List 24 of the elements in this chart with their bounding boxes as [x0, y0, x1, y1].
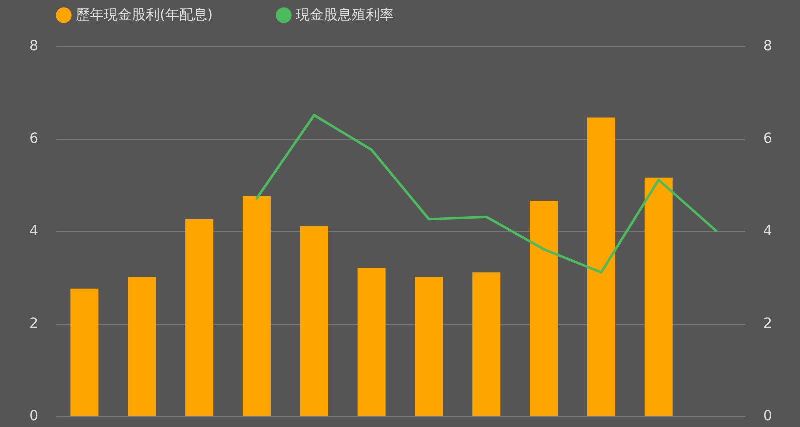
y2-tick-label: 2: [764, 316, 772, 332]
line-series: [256, 114, 718, 274]
y-tick-label: 6: [30, 131, 39, 147]
bar: [472, 272, 501, 416]
bar: [128, 277, 156, 416]
y-tick-label: 2: [30, 316, 38, 332]
bar: [415, 277, 444, 416]
y2-tick-label: 4: [764, 224, 772, 240]
bar: [300, 226, 328, 416]
y2-tick-label: 8: [764, 38, 772, 54]
bar: [530, 200, 558, 416]
bar: [587, 118, 616, 416]
y-tick-label: 0: [30, 408, 38, 424]
y2-tick-label: 6: [764, 131, 772, 147]
y2-tick-label: 0: [764, 408, 772, 424]
legend-label: 歷年現金股利(年配息): [76, 7, 213, 24]
bar: [186, 219, 214, 416]
bar: [358, 268, 386, 416]
y-tick-label: 4: [30, 224, 39, 240]
bar: [70, 288, 99, 416]
bar: [644, 178, 673, 416]
legend-label: 現金股息殖利率: [296, 7, 394, 24]
y-tick-label: 8: [30, 38, 38, 54]
bar: [242, 196, 271, 416]
